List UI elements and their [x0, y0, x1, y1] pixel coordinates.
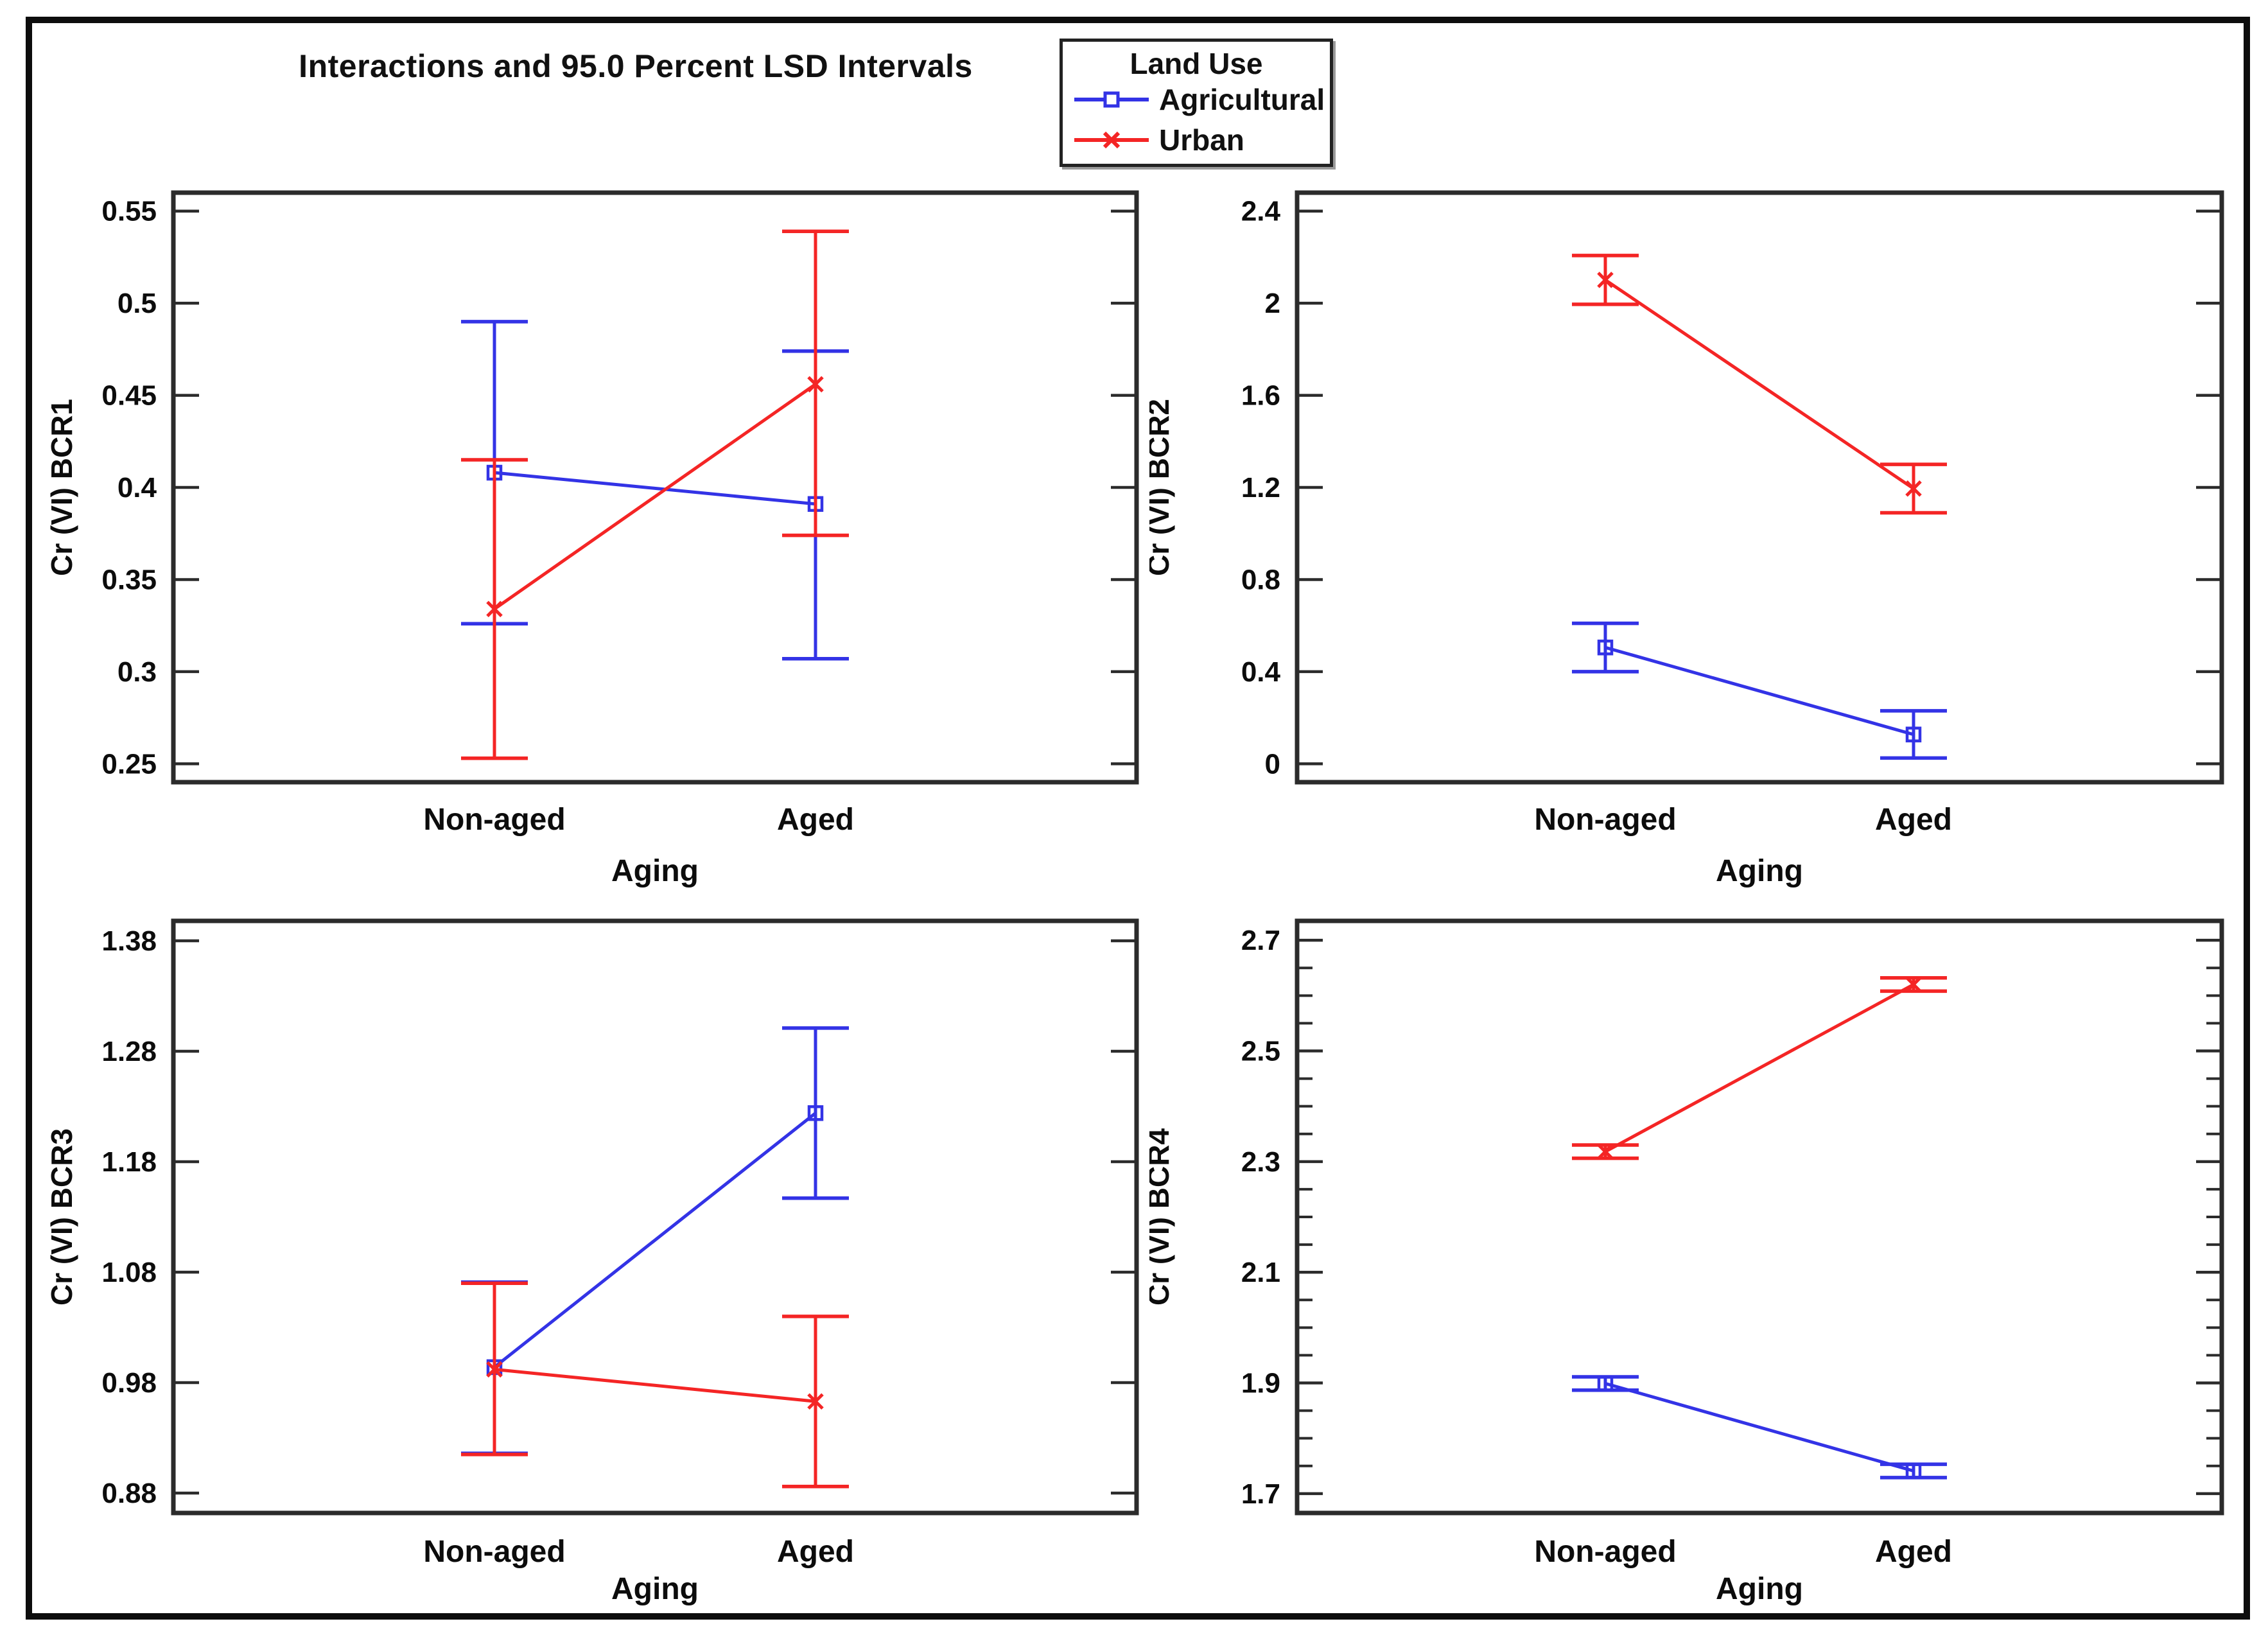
data-point-x-marker: [1597, 1143, 1614, 1160]
y-tick-label: 2.5: [1241, 1035, 1280, 1067]
lsd-interval-errorbar: [1572, 1375, 1639, 1392]
legend-entry-label: Agricultural: [1159, 83, 1325, 117]
plot-box: [171, 918, 1139, 1516]
series-line: [1604, 983, 1915, 1153]
data-point-square-marker: [1905, 726, 1922, 743]
data-point-x-marker: [1905, 976, 1922, 993]
y-axis-ticks: [175, 209, 1135, 765]
data-point-square-marker: [1905, 1463, 1922, 1479]
series-urban: [461, 229, 849, 760]
data-point-x-marker: [807, 1393, 824, 1410]
y-tick-label: 2.7: [1241, 925, 1280, 956]
y-tick-label: 0.35: [101, 564, 157, 595]
legend-entry-agricultural: Agricultural: [1063, 80, 1330, 119]
y-tick-label: 0.5: [118, 288, 157, 319]
series-urban: [461, 1281, 849, 1489]
y-tick-label: 1.08: [101, 1257, 157, 1288]
y-tick-label: 2.3: [1241, 1146, 1280, 1178]
series-line: [1605, 645, 1914, 737]
data-point-square-marker: [807, 1105, 824, 1121]
y-tick-label: 0.8: [1241, 564, 1280, 595]
x-axis-title: Aging: [611, 854, 699, 888]
y-tick-label: 2: [1265, 288, 1280, 319]
y-tick-label: 0.45: [101, 380, 157, 412]
y-axis-title: Cr (VI) BCR3: [45, 1128, 78, 1306]
series-agricultural: [1572, 621, 1947, 760]
y-tick-label: 1.18: [101, 1146, 157, 1178]
y-axis-title: Cr (VI) BCR1: [45, 399, 78, 576]
y-tick-label: 1.7: [1241, 1478, 1280, 1510]
y-tick-label: 0.55: [101, 196, 157, 227]
y-axis-ticks: [1299, 938, 2220, 1496]
data-point-x-marker: [486, 1361, 503, 1378]
legend-title: Land Use: [1130, 47, 1263, 80]
series-urban: [1572, 254, 1947, 515]
y-axis-ticks: [1299, 209, 2220, 765]
data-point-x-marker: [1905, 480, 1922, 497]
y-tick-label: 0.25: [101, 748, 157, 780]
series-line: [1605, 1381, 1914, 1473]
x-category-label: Non-aged: [423, 1535, 565, 1569]
chart-title: Interactions and 95.0 Percent LSD Interv…: [299, 48, 973, 84]
data-point-square-marker: [1597, 639, 1614, 656]
data-point-x-marker: [486, 600, 503, 618]
y-tick-label: 0.4: [1241, 656, 1281, 688]
legend-box: Land Use Agricultural Urban: [1060, 39, 1333, 167]
plot-bcr4: 1.7 1.9 2.1 2.3 2.5 2.7 Cr (VI) BCR4 Non-aged Ag…: [1149, 918, 2224, 1606]
series-agricultural: [1572, 1375, 1947, 1480]
legend-entry-urban: Urban: [1063, 120, 1330, 160]
urban-line-x-icon: [1074, 132, 1149, 149]
plot-box: [1295, 190, 2224, 785]
lsd-interval-errorbar: [1880, 1462, 1947, 1480]
y-tick-label: 0.98: [101, 1367, 157, 1399]
series-line: [494, 1367, 816, 1403]
x-marker-icon: [1103, 132, 1121, 149]
y-tick-label: 1.28: [101, 1036, 157, 1067]
plot-bcr1: 0.25 0.3 0.35 0.4 0.45 0.5 0.55 Cr (VI) BCR1 Non…: [45, 190, 1139, 888]
y-tick-label: 2.1: [1241, 1257, 1280, 1288]
y-axis-title: Cr (VI) BCR2: [1149, 399, 1175, 576]
series-line: [493, 383, 817, 611]
series-line: [493, 1112, 817, 1368]
plot-box: [1295, 918, 2224, 1516]
y-tick-label: 0: [1265, 748, 1280, 780]
y-tick-label: 1.38: [101, 925, 157, 957]
y-tick-label: 0.88: [101, 1478, 157, 1509]
y-tick-label: 1.9: [1241, 1367, 1280, 1399]
square-marker-icon: [1103, 91, 1120, 108]
y-axis-ticks: [175, 939, 1135, 1495]
y-tick-label: 0.4: [118, 472, 157, 503]
x-category-label: Aged: [1875, 1535, 1952, 1569]
x-category-label: Aged: [777, 1535, 854, 1569]
y-tick-label: 2.4: [1241, 196, 1281, 227]
x-axis-title: Aging: [1716, 854, 1803, 888]
series-line: [494, 471, 816, 506]
x-category-label: Non-aged: [1534, 1535, 1676, 1569]
plot-bcr2: 0 0.4 0.8 1.2 1.6 2 2.4 Cr (VI) BCR2 Non-aged Age…: [1149, 190, 2224, 888]
series-line: [1604, 278, 1915, 490]
y-tick-label: 1.2: [1241, 472, 1280, 503]
plot-bcr3: 0.88 0.98 1.08 1.18 1.28 1.38 Cr (VI) BCR3 Non-…: [45, 918, 1139, 1606]
legend-entry-label: Urban: [1159, 123, 1244, 157]
x-category-label: Aged: [1875, 803, 1952, 837]
y-tick-label: 0.3: [118, 656, 157, 688]
x-axis-title: Aging: [1716, 1572, 1803, 1606]
plot-box: [171, 190, 1139, 785]
y-tick-label: 1.6: [1241, 380, 1280, 412]
x-category-label: Aged: [777, 803, 854, 837]
x-category-label: Non-aged: [423, 803, 565, 837]
data-point-square-marker: [1597, 1376, 1614, 1392]
data-point-x-marker: [1597, 272, 1614, 288]
series-urban: [1572, 976, 1947, 1160]
y-axis-title: Cr (VI) BCR4: [1149, 1128, 1175, 1306]
data-point-x-marker: [807, 376, 824, 393]
x-axis-title: Aging: [611, 1572, 699, 1606]
x-category-label: Non-aged: [1534, 803, 1676, 837]
series-agricultural: [461, 320, 849, 661]
series-agricultural: [461, 1026, 849, 1455]
agricultural-line-square-icon: [1074, 91, 1149, 108]
